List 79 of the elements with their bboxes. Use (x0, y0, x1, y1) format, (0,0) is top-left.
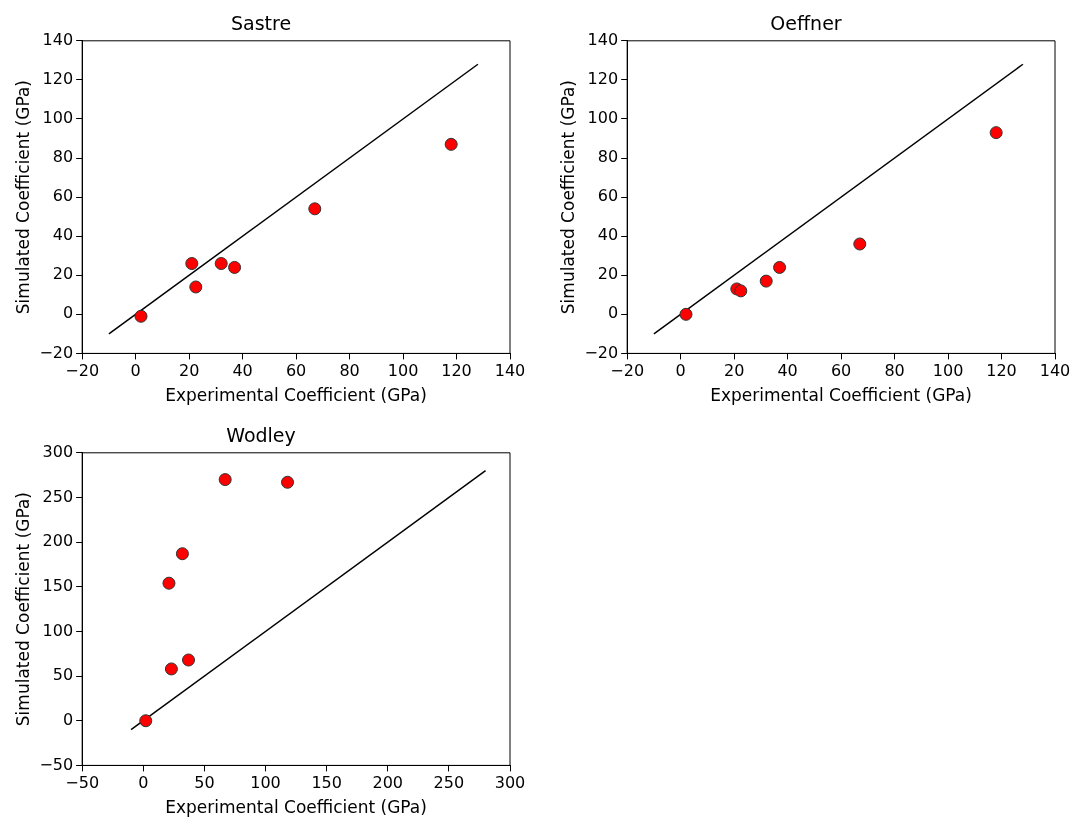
point (228, 260, 242, 274)
y-tick-label: 40 (52, 225, 74, 245)
y-tick-label: 140 (42, 29, 74, 49)
point (134, 309, 148, 323)
y-tick-label: −20 (584, 342, 619, 362)
x-tick-label: 0 (138, 773, 149, 793)
y-tick-label: 20 (597, 264, 619, 284)
y-tick-label: 200 (42, 531, 74, 551)
x-tick-label: 300 (494, 773, 526, 793)
point (308, 202, 322, 216)
x-tick-label: 80 (884, 361, 905, 381)
point (164, 662, 178, 676)
x-tick-label: 140 (1039, 361, 1071, 381)
chart-title: Sastre (230, 12, 292, 35)
x-tick-label: 100 (387, 361, 419, 381)
y-tick-label: 80 (597, 147, 619, 167)
x-tick-label: 100 (932, 361, 964, 381)
point (218, 473, 232, 487)
y-tick-label: 0 (607, 303, 619, 323)
point (281, 475, 295, 489)
point (989, 126, 1003, 140)
x-tick-label: 20 (178, 361, 200, 381)
x-tick-label: 60 (830, 361, 852, 381)
point (679, 307, 693, 321)
y-tick-label: 100 (587, 108, 619, 128)
y-tick-label: −20 (39, 342, 74, 362)
point (182, 653, 196, 667)
y-tick-label: 0 (62, 303, 74, 323)
y-tick-label: 100 (42, 620, 74, 640)
y-axis-title: Simulated Coefficient (GPa) (557, 80, 578, 315)
y-tick-label: 150 (42, 575, 74, 595)
point (185, 257, 199, 271)
y-axis-title: Simulated Coefficient (GPa) (12, 80, 33, 315)
y-axis-title: Simulated Coefficient (GPa) (12, 492, 33, 727)
x-axis-title: Experimental Coefficient (GPa) (165, 797, 427, 818)
x-tick-label: 200 (372, 773, 404, 793)
point (189, 280, 203, 294)
point (162, 576, 176, 590)
x-tick-label: 0 (675, 361, 686, 381)
point (759, 274, 773, 288)
chart-title: Oeffner (770, 12, 842, 35)
y-tick-label: 300 (42, 441, 74, 461)
point (214, 257, 228, 271)
y-tick-label: 50 (52, 665, 74, 685)
y-tick-label: 40 (597, 225, 619, 245)
y-tick-label: 250 (42, 486, 74, 506)
x-axis-title: Experimental Coefficient (GPa) (165, 385, 427, 406)
point (175, 547, 189, 561)
point (139, 714, 153, 728)
x-tick-label: 120 (986, 361, 1017, 381)
x-tick-label: 60 (285, 361, 307, 381)
x-tick-label: 120 (441, 361, 472, 381)
point (773, 260, 787, 274)
x-tick-label: 50 (194, 773, 215, 793)
x-tick-label: 40 (232, 361, 253, 381)
x-tick-label: 80 (339, 361, 360, 381)
y-tick-label: 120 (42, 69, 74, 89)
y-tick-label: 120 (587, 69, 619, 89)
y-tick-label: 100 (42, 108, 74, 128)
point (734, 284, 748, 298)
x-tick-label: 250 (433, 773, 465, 793)
point (444, 137, 458, 151)
x-tick-label: 150 (311, 773, 342, 793)
y-tick-label: −50 (39, 754, 74, 774)
y-tick-label: 60 (52, 186, 74, 206)
y-tick-label: 80 (52, 147, 74, 167)
x-tick-label: 140 (494, 361, 526, 381)
x-tick-label: 20 (723, 361, 745, 381)
x-tick-label: 40 (777, 361, 798, 381)
chart-title: Wodley (226, 424, 296, 447)
y-tick-label: 60 (597, 186, 619, 206)
point (853, 237, 867, 251)
y-tick-label: 20 (52, 264, 74, 284)
y-tick-label: 0 (62, 709, 74, 729)
x-axis-title: Experimental Coefficient (GPa) (710, 385, 972, 406)
x-tick-label: 0 (130, 361, 141, 381)
x-tick-label: −20 (610, 361, 645, 381)
y-tick-label: 140 (587, 29, 619, 49)
x-tick-label: 100 (250, 773, 281, 793)
